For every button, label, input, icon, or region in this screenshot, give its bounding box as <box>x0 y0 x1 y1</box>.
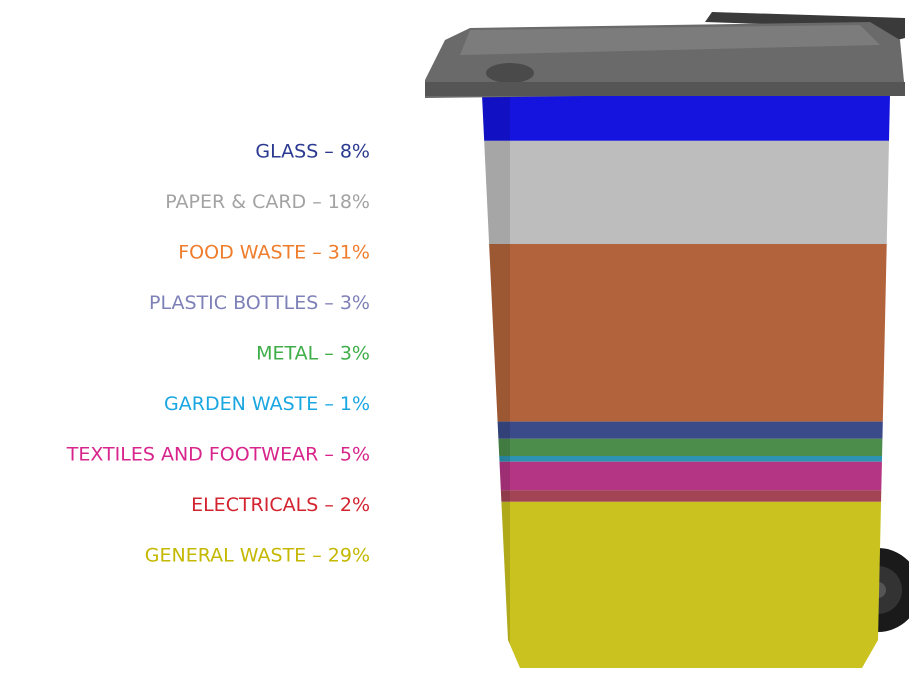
waste-label: PLASTIC BOTTLES – 3% <box>149 292 370 314</box>
waste-label: PAPER & CARD – 18% <box>165 191 370 213</box>
waste-band <box>482 461 890 491</box>
waste-band <box>482 490 890 502</box>
bin-body <box>482 95 890 668</box>
waste-label: TEXTILES AND FOOTWEAR – 5% <box>66 444 370 466</box>
waste-band <box>482 438 890 456</box>
waste-band <box>482 95 890 141</box>
waste-label: METAL – 3% <box>256 343 370 365</box>
waste-label: GLASS – 8% <box>255 141 370 163</box>
waste-band <box>482 243 890 422</box>
waste-band <box>482 455 890 462</box>
legend: GLASS – 8% PAPER & CARD – 18% FOOD WASTE –… <box>66 141 370 567</box>
waste-label: FOOD WASTE – 31% <box>178 242 370 264</box>
bin-lid <box>425 12 905 98</box>
waste-label: GENERAL WASTE – 29% <box>145 545 370 567</box>
waste-label: GARDEN WASTE – 1% <box>164 393 370 415</box>
waste-label: ELECTRICALS – 2% <box>191 494 370 516</box>
bin-shade <box>482 95 510 668</box>
waste-band <box>482 501 890 668</box>
waste-band <box>482 421 890 439</box>
waste-band <box>482 140 890 244</box>
